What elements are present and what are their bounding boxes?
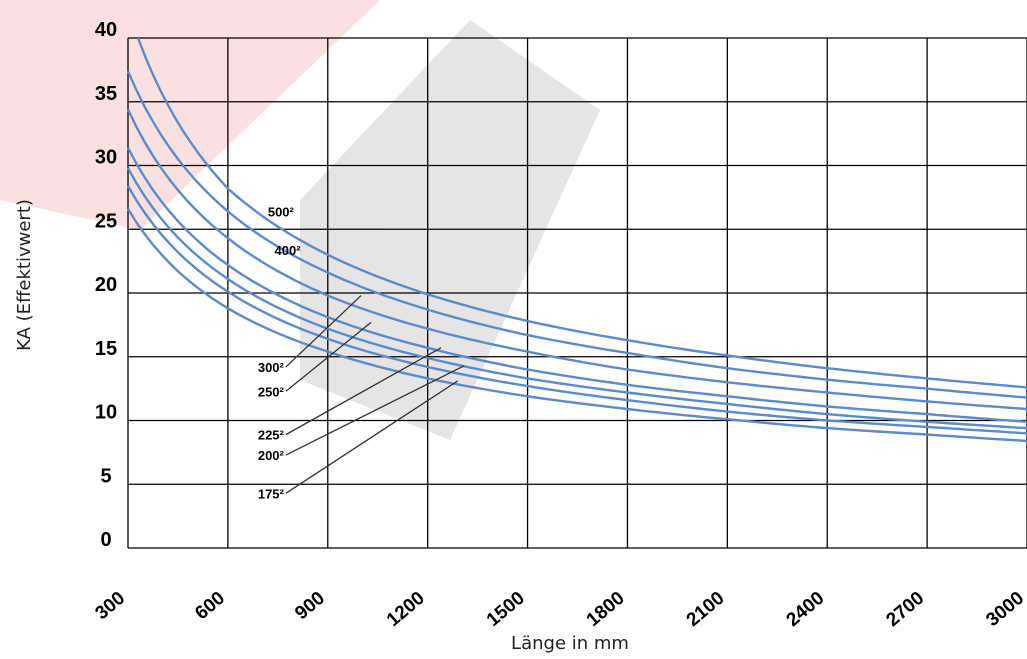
watermark-logo — [0, 0, 600, 440]
series-line — [126, 70, 1027, 399]
series-line — [126, 208, 1027, 443]
label-leader-line — [285, 321, 372, 392]
x-tick-label: 1800 — [583, 588, 629, 631]
curves — [126, 37, 1027, 443]
y-tick-label: 40 — [95, 19, 117, 41]
x-axis-title: Länge in mm — [511, 633, 629, 654]
series-line — [126, 147, 1027, 423]
label-leaders — [285, 295, 465, 494]
x-tick-label: 3000 — [982, 588, 1027, 631]
grid — [127, 37, 1027, 549]
y-tick-label: 30 — [95, 147, 117, 169]
y-tick-label: 20 — [95, 274, 117, 296]
y-tick-label: 15 — [95, 338, 117, 360]
label-leader-line — [285, 380, 458, 494]
x-tick-label: 600 — [191, 588, 229, 624]
label-leader-line — [285, 347, 442, 436]
series-label: 250² — [258, 384, 285, 399]
series-label: 225² — [258, 428, 285, 443]
series-line — [126, 185, 1027, 435]
y-tick-label: 10 — [95, 402, 117, 424]
x-tick-label: 300 — [91, 588, 129, 624]
x-tick-label: 1200 — [383, 588, 429, 631]
curve-labels: 500² 400² 300² 250² 225² 200² 175² — [258, 205, 301, 502]
x-tick-label: 1500 — [483, 588, 529, 631]
x-tick-label: 2700 — [882, 588, 928, 631]
series-label: 300² — [258, 360, 285, 375]
y-tick-label: 0 — [100, 529, 111, 551]
series-line — [126, 108, 1027, 411]
y-tick-label: 5 — [100, 465, 111, 487]
y-tick-labels: 0 5 10 15 20 25 30 35 40 — [95, 19, 117, 551]
x-tick-label: 900 — [291, 588, 329, 624]
series-label: 200² — [258, 448, 285, 463]
x-tick-label: 2400 — [783, 588, 829, 631]
label-leader-line — [285, 365, 465, 456]
label-leader-line — [285, 295, 362, 368]
x-tick-label: 2100 — [683, 588, 729, 631]
y-tick-label: 35 — [95, 83, 117, 105]
x-tick-labels: 300 600 900 1200 1500 1800 2100 2400 2700 3000 — [91, 588, 1027, 631]
y-tick-label: 25 — [95, 210, 117, 232]
series-label: 500² — [268, 205, 295, 220]
series-line — [126, 167, 1027, 430]
series-line — [136, 37, 1027, 389]
series-label: 175² — [258, 486, 285, 501]
series-label: 400² — [275, 243, 302, 258]
y-axis-title: KA (Effektivwert) — [14, 199, 35, 351]
